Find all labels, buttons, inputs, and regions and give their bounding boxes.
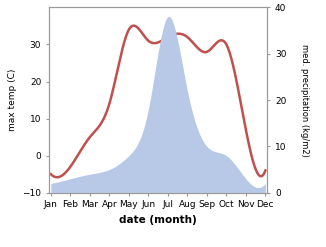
X-axis label: date (month): date (month) — [119, 215, 197, 225]
Y-axis label: max temp (C): max temp (C) — [8, 69, 17, 131]
Y-axis label: med. precipitation (kg/m2): med. precipitation (kg/m2) — [300, 44, 309, 156]
